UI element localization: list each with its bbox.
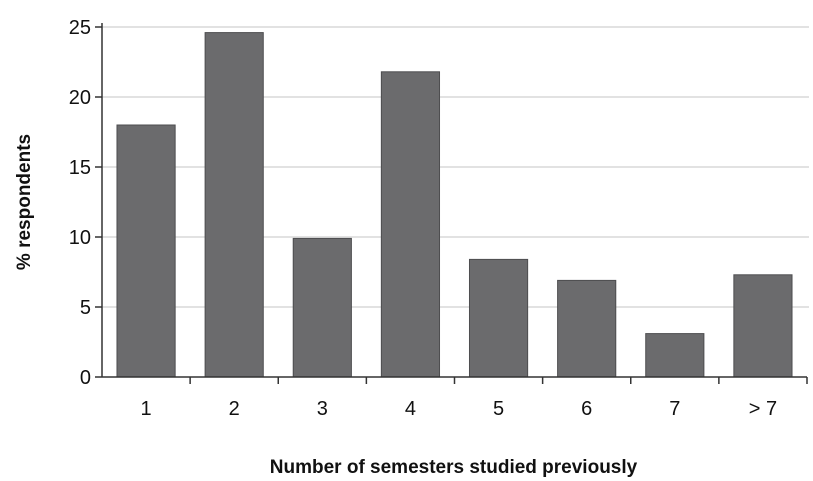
x-tick-label: 3 <box>317 398 328 420</box>
y-tick-label: 0 <box>80 367 91 389</box>
x-axis-title: Number of semesters studied previously <box>270 457 638 478</box>
x-tick-label: 7 <box>669 398 680 420</box>
bar-7 <box>645 333 705 378</box>
bar-8 <box>733 274 793 378</box>
bar-3 <box>292 237 352 378</box>
y-tick-label: 5 <box>80 297 91 319</box>
x-axis-ticks: 1 2 3 4 5 6 7 > 7 <box>141 377 808 420</box>
x-tick-label: 4 <box>405 398 416 420</box>
x-tick-label: 2 <box>229 398 240 420</box>
y-tick-label: 15 <box>69 157 91 179</box>
y-axis-ticks: 0 5 10 15 20 25 <box>69 17 102 389</box>
bar-1 <box>116 124 176 378</box>
y-tick-label: 10 <box>69 227 91 249</box>
bars <box>116 32 793 378</box>
x-tick-label: 5 <box>493 398 504 420</box>
bar-6 <box>557 279 617 378</box>
x-tick-label: 1 <box>141 398 152 420</box>
x-tick-label: 6 <box>581 398 592 420</box>
bar-4 <box>380 71 441 378</box>
y-tick-label: 25 <box>69 17 91 39</box>
y-axis-title: % respondents <box>14 134 35 270</box>
x-tick-label: > 7 <box>749 398 777 420</box>
bar-2 <box>204 32 264 378</box>
bar-5 <box>468 258 529 378</box>
y-tick-label: 20 <box>69 87 91 109</box>
